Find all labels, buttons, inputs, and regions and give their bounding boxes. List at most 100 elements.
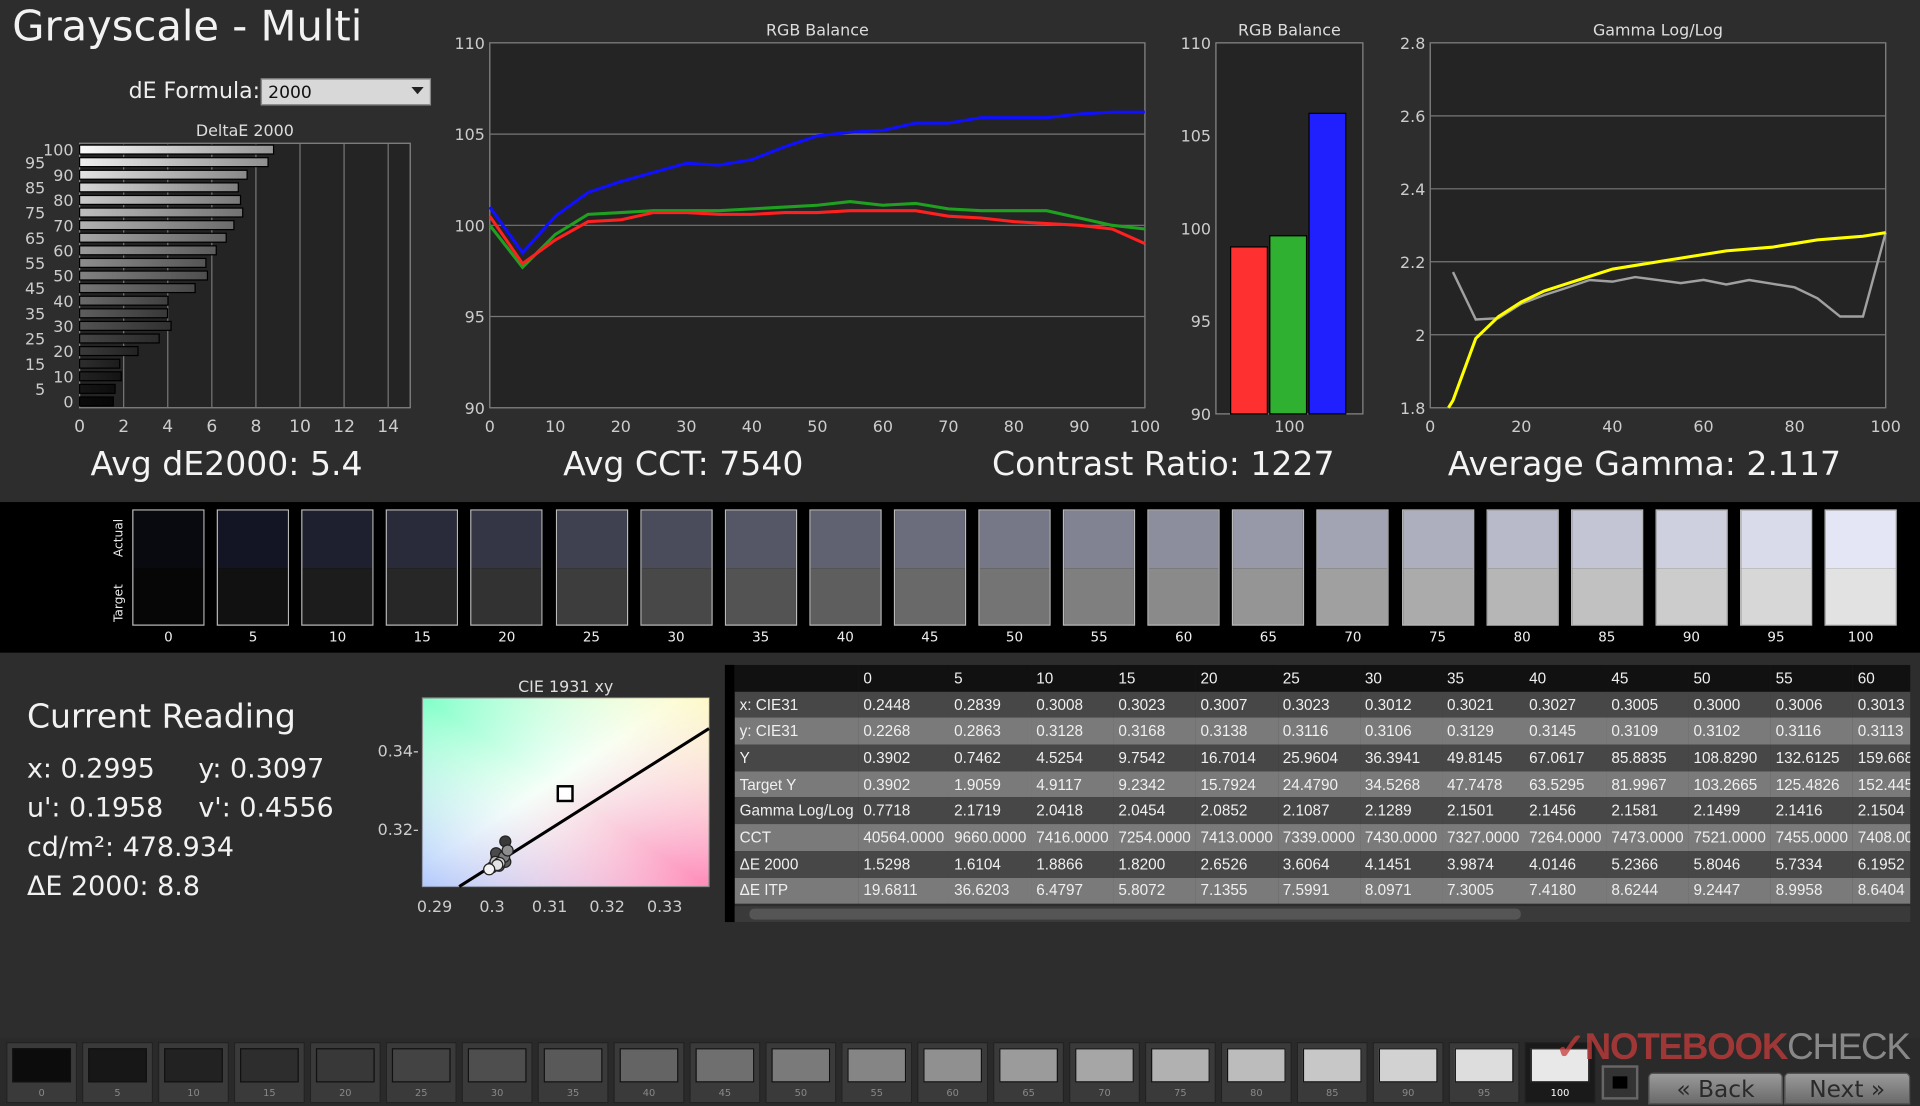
back-button[interactable]: « Back	[1648, 1072, 1783, 1105]
swatch-100	[1824, 509, 1897, 626]
de-formula-select[interactable]: 2000	[260, 78, 432, 106]
table-cell: 1.9059	[949, 771, 1032, 798]
cie-title: CIE 1931 xy	[518, 677, 613, 696]
table-cell: 47.7478	[1442, 771, 1525, 798]
nav-swatch-75[interactable]: 75	[1144, 1042, 1216, 1104]
nav-swatch-30[interactable]: 30	[461, 1042, 533, 1104]
row-label: ΔE 2000	[734, 850, 859, 878]
table-cell: 2.0852	[1195, 797, 1278, 825]
x-tick-label: 6	[206, 417, 217, 437]
table-scrollbar[interactable]	[734, 906, 1911, 923]
table-cell: 0.3106	[1359, 718, 1443, 745]
nav-swatch-50[interactable]: 50	[765, 1042, 837, 1104]
x-tick-label: 0	[1425, 417, 1435, 436]
table-cell: 159.6680	[1852, 744, 1911, 772]
table-cell: 0.3000	[1688, 691, 1771, 719]
table-cell: 0.3138	[1195, 718, 1278, 745]
nav-swatch-10[interactable]: 10	[157, 1042, 229, 1104]
nav-swatch-20[interactable]: 20	[309, 1042, 381, 1104]
swatch-55	[1062, 509, 1136, 626]
actual-patch	[1571, 510, 1642, 569]
chevron-down-icon	[411, 86, 424, 95]
target-patch	[1741, 568, 1811, 625]
y-tick-label: 2.8	[1400, 34, 1425, 53]
x-tick-label: 30	[676, 417, 696, 436]
table-cell: 24.4790	[1277, 771, 1360, 798]
y-tick-label: 15	[25, 355, 45, 374]
next-button[interactable]: Next »	[1784, 1072, 1911, 1105]
nav-swatch-35[interactable]: 35	[537, 1042, 609, 1104]
table-cell: 0.3102	[1688, 718, 1771, 745]
nav-swatch-15[interactable]: 15	[233, 1042, 305, 1104]
y-tick-label: 100	[43, 141, 73, 160]
scrollbar-thumb[interactable]	[749, 908, 1521, 920]
nav-swatch-25[interactable]: 25	[385, 1042, 457, 1104]
green-balance-line	[488, 200, 1146, 270]
table-cell: 0.3027	[1524, 691, 1607, 719]
nav-swatch-85[interactable]: 85	[1296, 1042, 1368, 1104]
row-label: ΔE ITP	[734, 877, 859, 904]
table-cell: 0.3005	[1606, 691, 1689, 719]
nav-swatch-45[interactable]: 45	[689, 1042, 761, 1104]
x-tick-label: 10	[289, 417, 311, 437]
nav-swatch-5[interactable]: 5	[82, 1042, 154, 1104]
black-patch-button[interactable]	[1601, 1065, 1639, 1100]
row-label: y: CIE31	[734, 718, 859, 745]
swatch-35	[724, 509, 797, 626]
table-cell: 7327.0000	[1442, 824, 1525, 851]
table-row: Y 0.3902 0.7462 4.5254 9.7542 16.7014 25.9604 3…	[734, 744, 1911, 772]
y-tick-label: 0.32-	[378, 820, 419, 839]
y-tick-label: 95	[1191, 312, 1211, 331]
nav-swatch-80[interactable]: 80	[1220, 1042, 1292, 1104]
target-patch	[1064, 568, 1135, 625]
table-cell: 7.4180	[1524, 877, 1607, 904]
table-cell: 40564.0000	[858, 824, 950, 851]
actual-patch	[979, 510, 1050, 569]
y-tick-label: 20	[53, 342, 73, 361]
rgb-balance-chart-title: RGB Balance	[766, 21, 869, 40]
swatch-level-label: 100	[1847, 629, 1874, 646]
column-header: 50	[1688, 664, 1771, 692]
target-whitepoint	[556, 785, 574, 803]
column-header: 20	[1195, 664, 1278, 692]
table-cell: 0.2839	[949, 691, 1032, 719]
table-cell: 2.1504	[1852, 797, 1911, 825]
column-header: 25	[1277, 664, 1360, 692]
swatch-strip: Actual Target 0 5 10 15 20 25 30 35 40 45 50 55 60 65…	[0, 502, 1920, 653]
table-cell: 7254.0000	[1113, 824, 1196, 851]
table-cell: 3.9874	[1442, 850, 1525, 878]
nav-swatch-55[interactable]: 55	[841, 1042, 913, 1104]
nav-swatch-90[interactable]: 90	[1372, 1042, 1444, 1104]
deltae-bar	[78, 270, 209, 281]
nav-swatch-70[interactable]: 70	[1068, 1042, 1141, 1104]
nav-swatch-40[interactable]: 40	[613, 1042, 685, 1104]
swatch-95	[1739, 509, 1813, 626]
deltae-bar	[78, 169, 248, 180]
x-tick-label: 70	[938, 417, 958, 436]
nav-swatch-60[interactable]: 60	[917, 1042, 989, 1104]
y-tick-label: 0.34-	[378, 742, 419, 761]
table-cell: 1.8866	[1031, 850, 1114, 878]
table-cell: 7473.0000	[1606, 824, 1689, 851]
actual-patch	[387, 510, 458, 569]
swatch-level-label: 95	[1767, 629, 1785, 646]
table-cell: 0.2448	[858, 691, 950, 719]
table-cell: 8.0971	[1359, 877, 1443, 904]
table-row: ΔE 2000 1.5298 1.6104 1.8866 1.8200 2.6526 3.6…	[734, 850, 1911, 878]
nav-swatch-95[interactable]: 95	[1448, 1042, 1520, 1104]
x-tick-label: 0.29	[417, 897, 452, 916]
column-header: 15	[1113, 664, 1196, 692]
table-cell: 0.3145	[1524, 718, 1607, 745]
y-tick-label: 10	[53, 367, 73, 386]
table-cell: 5.8072	[1113, 877, 1196, 904]
x-tick-label: 20	[611, 417, 631, 436]
nav-swatch-65[interactable]: 65	[993, 1042, 1065, 1104]
nav-swatch-100[interactable]: 100	[1524, 1042, 1596, 1104]
nav-swatch-0[interactable]: 0	[6, 1042, 78, 1104]
table-cell: 9660.0000	[949, 824, 1032, 851]
target-patch	[1825, 568, 1896, 625]
table-cell: 0.3129	[1442, 718, 1525, 745]
y-tick-label: 85	[25, 178, 45, 197]
y-tick-label: 95	[465, 308, 485, 327]
table-cell: 7521.0000	[1688, 824, 1771, 851]
